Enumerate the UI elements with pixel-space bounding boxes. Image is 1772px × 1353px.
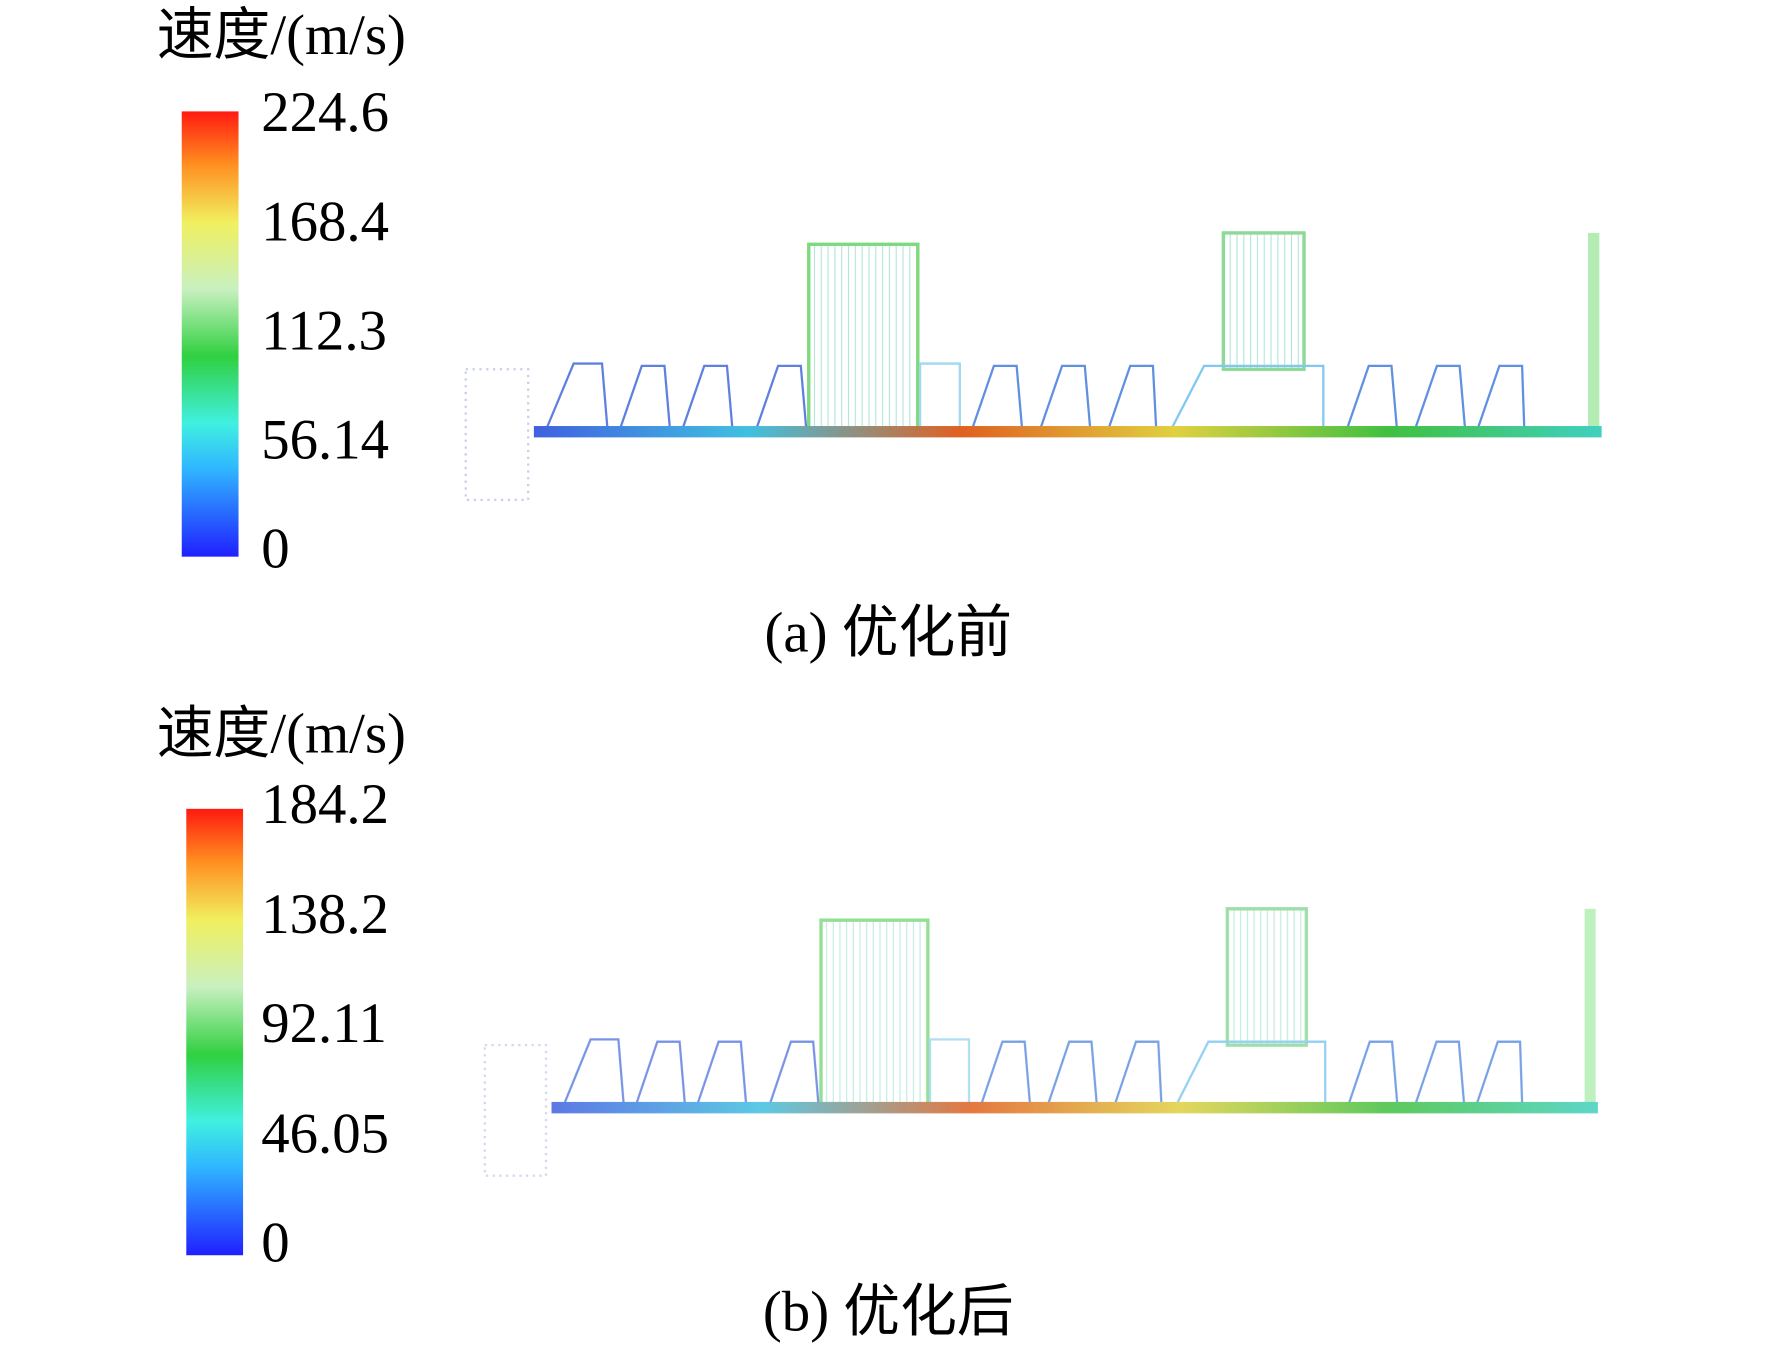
caption: (b) 优化后 — [763, 1281, 1014, 1344]
colorbar-tick: 0 — [261, 1211, 289, 1274]
colorbar-tick: 138.2 — [261, 883, 389, 946]
colorbar — [181, 111, 239, 557]
caption: (a) 优化前 — [764, 601, 1012, 664]
colorbar-tick: 46.05 — [261, 1102, 389, 1165]
colorbar-title: 速度/(m/s) — [157, 703, 406, 766]
colorbar-title: 速度/(m/s) — [157, 4, 406, 67]
colorbar-tick: 56.14 — [261, 408, 389, 471]
velocity-field — [483, 907, 1600, 1178]
colorbar-tick: 92.11 — [261, 992, 387, 1055]
panel-b: 速度/(m/s) 184.2 138.2 92.11 46.05 0 (b) 优… — [157, 703, 1600, 1344]
panel-a: 速度/(m/s) 224.6 168.4 112.3 56.14 0 (a) 优… — [157, 4, 1604, 664]
colorbar-tick: 0 — [261, 517, 289, 580]
colorbar — [186, 808, 244, 1256]
velocity-field — [464, 231, 1604, 502]
colorbar-tick: 168.4 — [261, 190, 389, 253]
colorbar-tick: 112.3 — [261, 299, 387, 362]
colorbar-tick: 224.6 — [261, 81, 389, 144]
colorbar-tick: 184.2 — [261, 773, 389, 836]
